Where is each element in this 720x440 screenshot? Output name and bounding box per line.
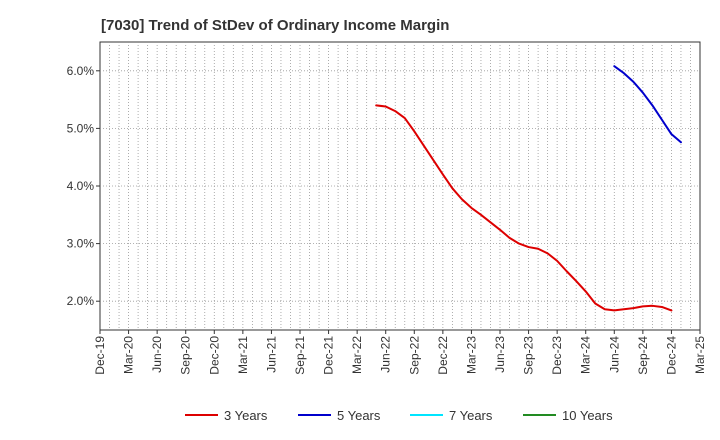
x-tick-label: Mar-23 <box>464 336 478 374</box>
grid <box>100 42 700 330</box>
x-tick-label: Mar-21 <box>236 336 250 374</box>
legend-label: 10 Years <box>562 408 613 423</box>
x-tick-label: Dec-19 <box>93 336 107 375</box>
x-tick-label: Dec-22 <box>436 336 450 375</box>
x-tick-label: Mar-24 <box>579 336 593 374</box>
x-axis: Dec-19 Mar-20 Jun-20 Sep-20 Dec-20 Mar-21 Jun-… <box>93 330 707 375</box>
series-line-3-years <box>375 104 673 312</box>
x-tick-label: Jun-21 <box>264 336 278 373</box>
legend-item: 5 Years <box>298 408 381 423</box>
x-tick-label: Sep-20 <box>179 336 193 375</box>
legend-label: 5 Years <box>337 408 381 423</box>
y-tick-label: 6.0% <box>67 64 95 78</box>
chart-title: [7030] Trend of StDev of Ordinary Income… <box>101 17 449 34</box>
x-tick-label: Jun-20 <box>150 336 164 373</box>
x-tick-label: Sep-24 <box>636 336 650 375</box>
x-tick-label: Mar-20 <box>122 336 136 374</box>
x-tick-label: Dec-21 <box>322 336 336 375</box>
y-tick-label: 3.0% <box>67 237 95 251</box>
x-tick-label: Jun-22 <box>379 336 393 373</box>
x-tick-label: Dec-20 <box>207 336 221 375</box>
x-tick-label: Mar-25 <box>693 336 707 374</box>
x-tick-label: Dec-23 <box>550 336 564 375</box>
y-tick-label: 2.0% <box>67 294 95 308</box>
y-tick-label: 4.0% <box>67 179 95 193</box>
series-line-5-years <box>613 65 682 144</box>
legend-item: 7 Years <box>410 408 493 423</box>
x-tick-label: Sep-23 <box>522 336 536 375</box>
legend-label: 7 Years <box>449 408 493 423</box>
x-tick-label: Sep-22 <box>407 336 421 375</box>
y-tick-label: 5.0% <box>67 121 95 135</box>
legend-label: 3 Years <box>224 408 268 423</box>
x-tick-label: Mar-22 <box>350 336 364 374</box>
x-tick-label: Sep-21 <box>293 336 307 375</box>
y-axis: 2.0% 3.0% 4.0% 5.0% 6.0% <box>67 64 100 308</box>
x-tick-label: Jun-23 <box>493 336 507 373</box>
series-lines <box>375 65 682 312</box>
legend: 3 Years 5 Years 7 Years 10 Years <box>185 408 613 423</box>
x-tick-label: Dec-24 <box>664 336 678 375</box>
x-tick-label: Jun-24 <box>607 336 621 373</box>
legend-item: 10 Years <box>523 408 613 423</box>
legend-item: 3 Years <box>185 408 268 423</box>
